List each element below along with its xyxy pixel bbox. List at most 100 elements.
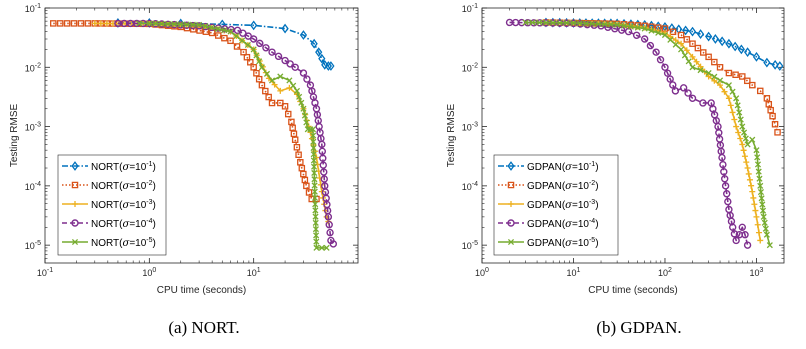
data-point-interp	[311, 176, 318, 183]
data-point	[277, 87, 284, 94]
data-point-interp	[711, 34, 719, 44]
data-point-interp	[233, 43, 241, 50]
data-point	[717, 82, 724, 89]
data-point	[570, 19, 577, 26]
data-point-interp	[694, 44, 702, 52]
data-point-interp	[253, 69, 260, 77]
data-point	[757, 237, 764, 244]
data-point	[640, 35, 649, 43]
data-point-interp	[320, 175, 328, 183]
data-point	[614, 21, 621, 28]
data-point-interp	[290, 130, 298, 138]
data-point-interp	[752, 207, 759, 214]
data-point-interp	[70, 20, 78, 27]
data-point-interp	[312, 226, 319, 233]
data-point-interp	[755, 229, 762, 236]
data-point-interp	[681, 52, 688, 59]
y-tick-label: 10-3	[462, 122, 478, 133]
data-point	[146, 20, 153, 27]
legend-marker	[507, 238, 515, 246]
legend-a: NORT(σ=10-1) NORT(σ=10-2) NORT(σ=10-3) NORT…	[57, 154, 167, 256]
data-point-interp	[627, 23, 634, 30]
data-point	[732, 236, 740, 245]
data-point-interp	[634, 24, 641, 31]
data-point	[744, 141, 751, 148]
y-tick-label: 10-5	[25, 240, 41, 251]
data-point-interp	[683, 36, 691, 43]
data-point-interp	[318, 147, 327, 156]
legend-marker	[507, 181, 515, 189]
data-point	[661, 63, 669, 71]
data-point-interp	[672, 37, 679, 44]
data-point-interp	[718, 36, 726, 47]
data-point	[725, 95, 732, 102]
data-point-interp	[632, 31, 641, 39]
data-point	[318, 140, 326, 149]
data-point-interp	[729, 88, 736, 95]
data-point	[313, 244, 320, 251]
data-point	[318, 53, 326, 64]
legend-marker	[507, 219, 515, 227]
chart-b: 100 101 102 103 10-1 10-2 10-3 10-4 10-5 CPU time…	[446, 3, 785, 296]
data-point-interp	[655, 29, 662, 36]
data-point	[733, 95, 740, 102]
data-point	[281, 103, 289, 110]
data-point	[749, 188, 756, 195]
data-point	[725, 69, 733, 77]
legend-label: GDPAN(σ=10-4)	[527, 218, 599, 230]
data-point-interp	[310, 132, 317, 139]
data-point-interp	[303, 75, 311, 83]
data-point-interp	[286, 60, 294, 68]
data-point	[744, 165, 751, 172]
data-point-interp	[719, 160, 727, 169]
data-point-interp	[607, 21, 614, 28]
data-point-interp	[746, 176, 753, 183]
data-point	[227, 37, 234, 45]
legend-marker	[71, 161, 79, 171]
data-point	[763, 95, 771, 102]
data-point	[741, 231, 749, 239]
legend-label: GDPAN(σ=10-3)	[527, 199, 599, 211]
data-point-interp	[731, 116, 738, 123]
legend-label: NORT(σ=10-3)	[91, 199, 156, 211]
data-point	[303, 182, 310, 190]
data-point-interp	[620, 22, 628, 29]
y-tick-label: 10-1	[25, 3, 41, 14]
legend-label: GDPAN(σ=10-1)	[527, 161, 599, 173]
data-point-interp	[158, 20, 165, 27]
data-point	[310, 38, 318, 49]
data-point-interp	[730, 230, 739, 238]
y-axis-label: Testing RMSE	[9, 103, 20, 167]
x-tick-label: 100	[142, 267, 156, 278]
data-point-interp	[326, 228, 334, 237]
data-point-interp	[556, 19, 563, 26]
data-point	[323, 244, 330, 251]
data-point-interp	[221, 34, 228, 42]
data-point	[299, 69, 308, 77]
legend-label: GDPAN(σ=10-2)	[527, 180, 599, 192]
data-point	[324, 213, 333, 221]
data-point-interp	[748, 182, 755, 189]
data-point-interp	[293, 143, 301, 151]
data-point-interp	[305, 189, 313, 196]
data-point-interp	[265, 93, 272, 101]
data-point	[757, 182, 764, 189]
data-point	[752, 51, 761, 62]
legend-marker	[507, 161, 515, 171]
data-point-interp	[755, 168, 762, 175]
data-point	[763, 57, 771, 68]
data-point	[733, 123, 740, 130]
data-point	[297, 159, 304, 166]
legend-b: GDPAN(σ=10-1) GDPAN(σ=10-2) GDPAN(σ=10-3) G…	[493, 154, 619, 256]
data-point-interp	[750, 194, 757, 201]
data-point-interp	[311, 169, 318, 177]
data-point	[749, 81, 756, 89]
data-point-interp	[669, 28, 677, 36]
data-point-interp	[683, 47, 690, 54]
data-point	[291, 136, 299, 143]
data-point-interp	[295, 151, 302, 159]
data-point	[718, 153, 726, 162]
data-point-interp	[298, 164, 306, 172]
data-point-interp	[189, 21, 196, 28]
